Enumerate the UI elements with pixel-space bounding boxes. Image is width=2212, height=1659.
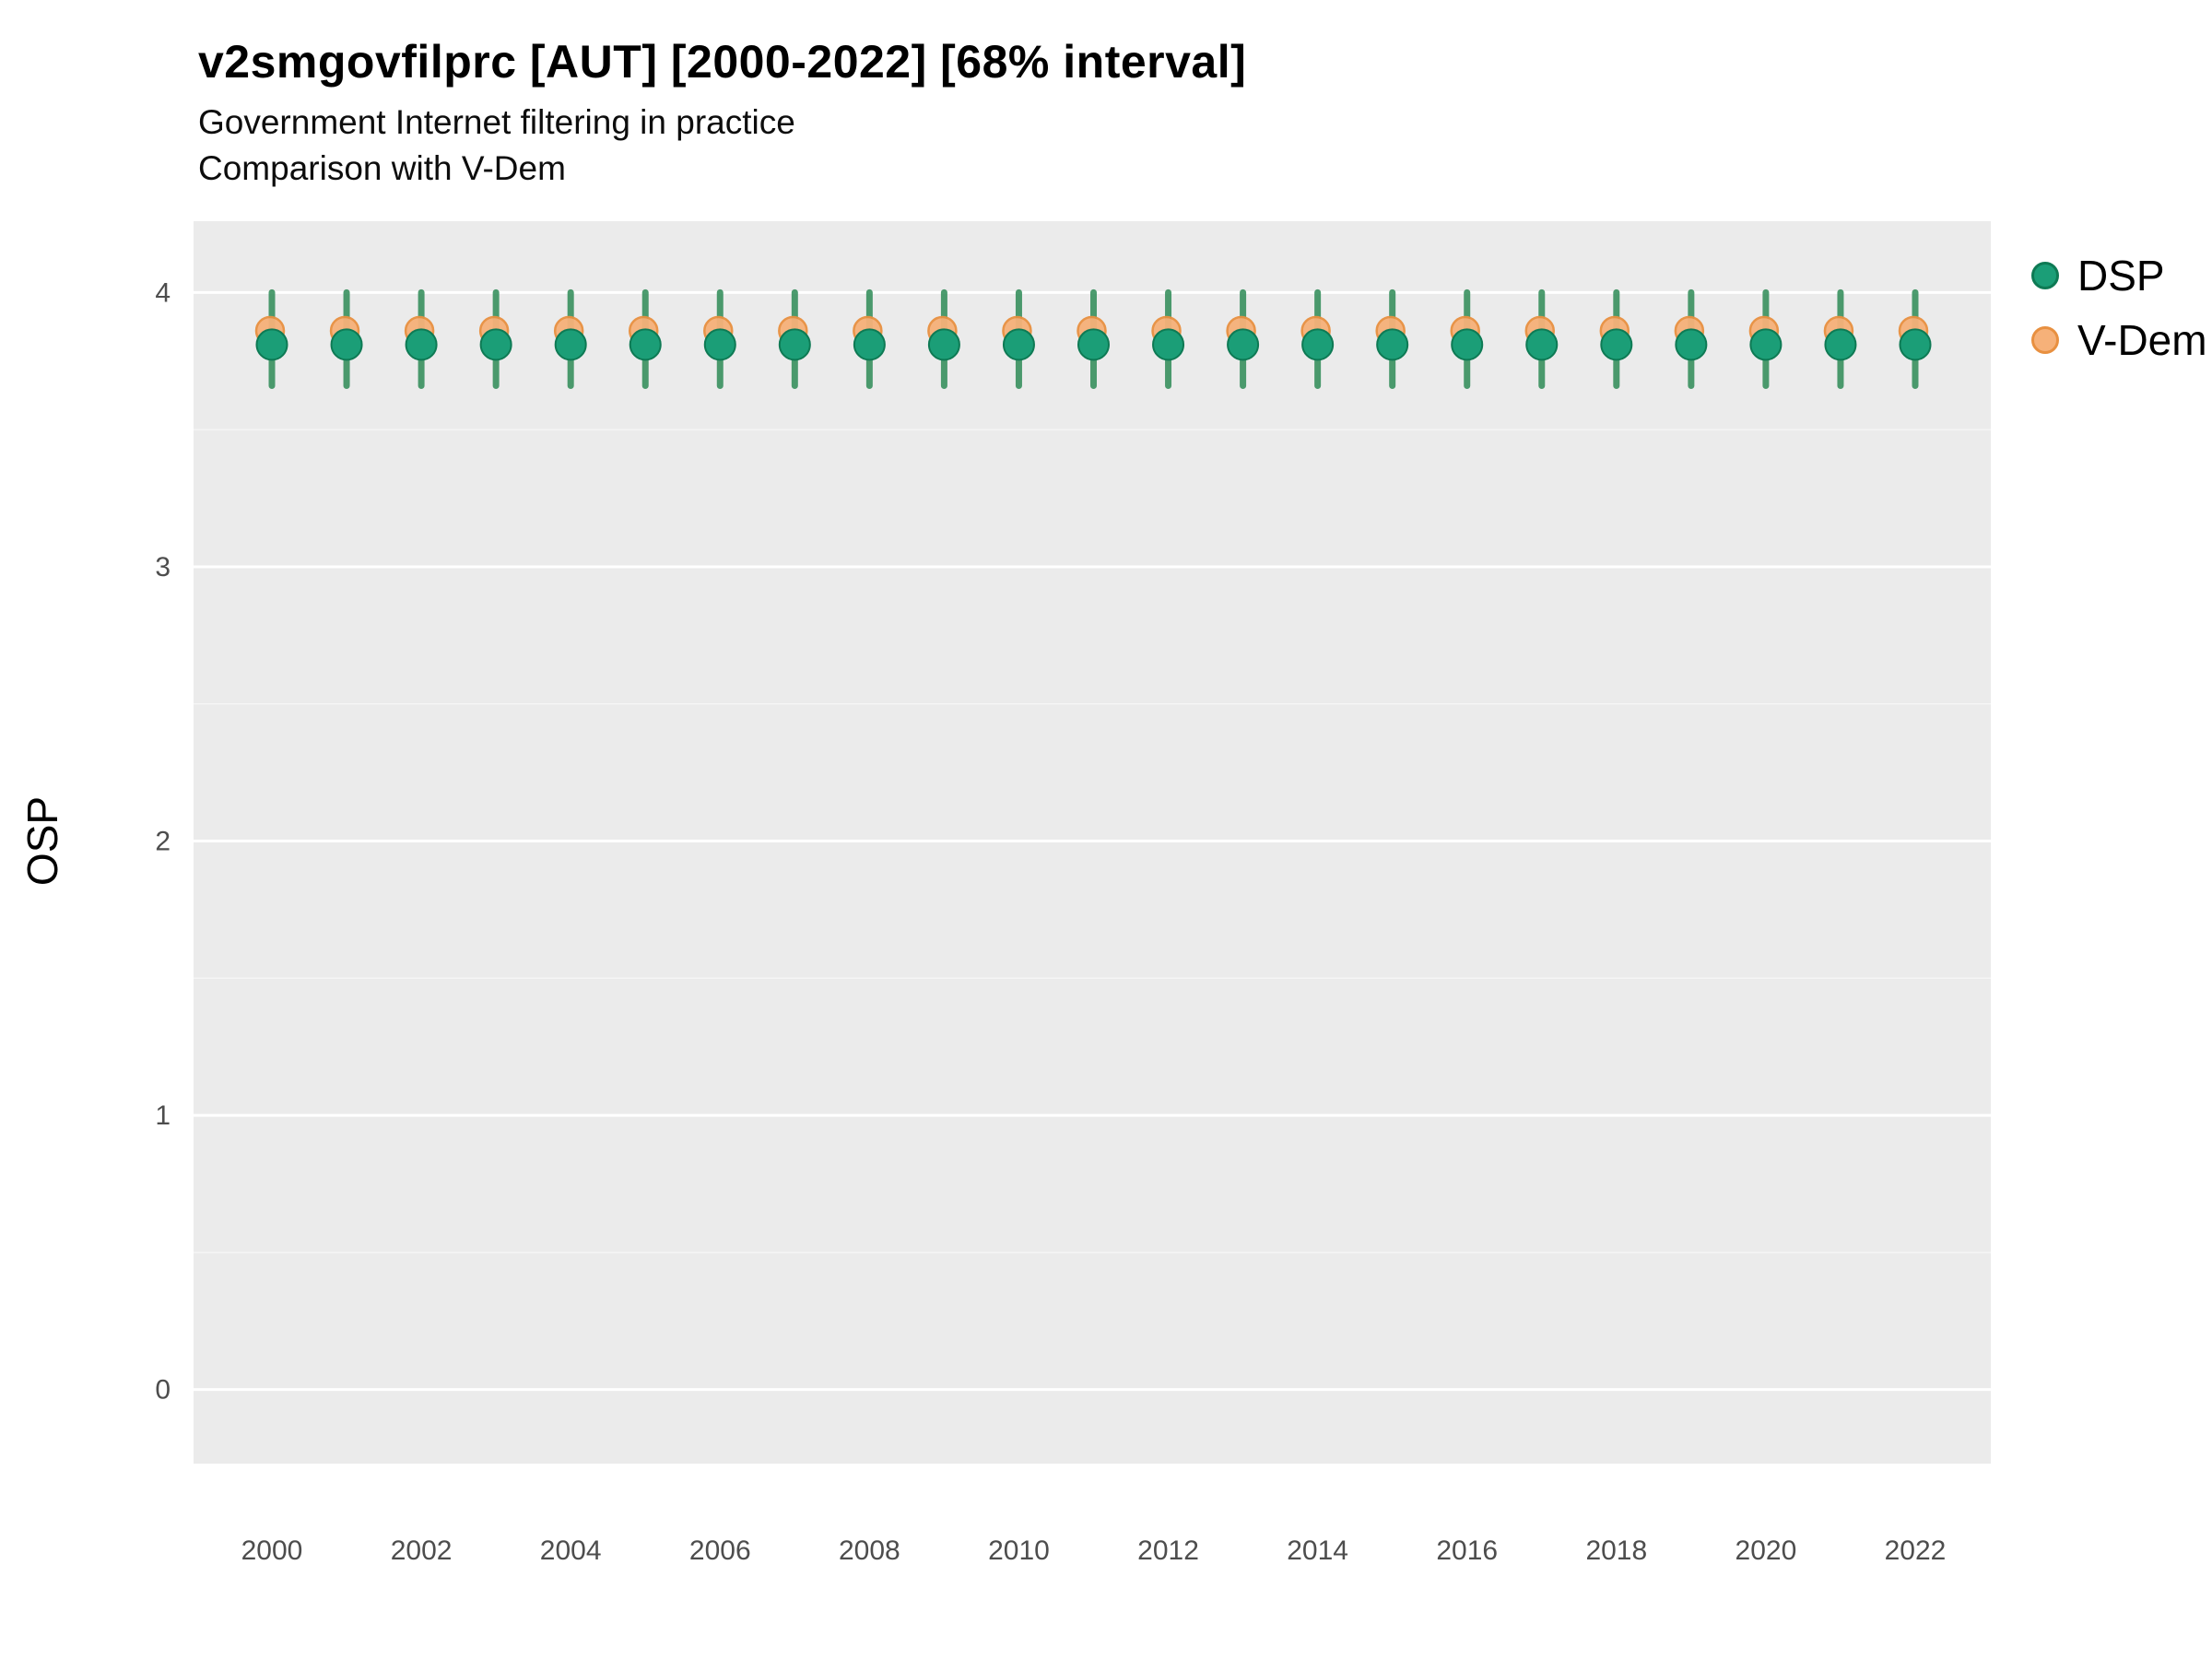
dsp-point (1077, 328, 1110, 361)
x-tick-label: 2018 (1585, 1535, 1647, 1566)
legend-item-vdem: V-Dem (2031, 319, 2207, 361)
dsp-point (778, 328, 811, 361)
dsp-point (554, 328, 587, 361)
vdem-legend-label: V-Dem (2077, 316, 2207, 364)
dsp-point (853, 328, 886, 361)
dsp-point (405, 328, 438, 361)
x-tick-label: 2002 (391, 1535, 453, 1566)
dsp-point (330, 328, 363, 361)
chart-title: v2smgovfilprc [AUT] [2000-2022] [68% int… (198, 36, 1247, 88)
vdem-legend-swatch-icon (2031, 326, 2059, 354)
dsp-point (255, 328, 288, 361)
dsp-point (1525, 328, 1559, 361)
x-tick-label: 2022 (1885, 1535, 1947, 1566)
dsp-point (1675, 328, 1708, 361)
legend-item-dsp: DSP (2031, 254, 2207, 297)
x-tick-label: 2006 (689, 1535, 751, 1566)
x-tick-label: 2008 (839, 1535, 900, 1566)
dsp-point (1824, 328, 1857, 361)
y-axis-title: OSP (18, 796, 66, 886)
x-tick-label: 2012 (1137, 1535, 1199, 1566)
dsp-legend-label: DSP (2077, 252, 2165, 300)
dsp-point (1002, 328, 1035, 361)
x-tick-label: 2014 (1287, 1535, 1348, 1566)
chart-header: v2smgovfilprc [AUT] [2000-2022] [68% int… (198, 35, 1246, 195)
dsp-point (703, 328, 736, 361)
chart-subtitle: Government Internet filtering in practic… (198, 103, 795, 141)
dsp-point (1749, 328, 1783, 361)
chart-subtitle-2: Comparison with V-Dem (198, 149, 566, 187)
y-tick-label: 2 (155, 827, 171, 857)
x-tick-label: 2016 (1436, 1535, 1498, 1566)
dsp-point (629, 328, 662, 361)
y-tick-label: 3 (155, 552, 171, 582)
x-tick-label: 2020 (1735, 1535, 1797, 1566)
y-tick-label: 0 (155, 1375, 171, 1406)
y-tick-label: 1 (155, 1100, 171, 1131)
dsp-point (1227, 328, 1260, 361)
dsp-point (1600, 328, 1633, 361)
dsp-legend-swatch-icon (2031, 262, 2059, 289)
y-tick-label: 4 (155, 277, 171, 308)
dsp-point (1152, 328, 1185, 361)
x-tick-label: 2000 (241, 1535, 303, 1566)
x-tick-label: 2010 (988, 1535, 1050, 1566)
dsp-point (479, 328, 512, 361)
dsp-point (1451, 328, 1484, 361)
legend: DSP V-Dem (2031, 254, 2207, 383)
dsp-point (1376, 328, 1409, 361)
x-tick-label: 2004 (540, 1535, 602, 1566)
dsp-point (927, 328, 960, 361)
dsp-point (1899, 328, 1932, 361)
dsp-point (1301, 328, 1335, 361)
